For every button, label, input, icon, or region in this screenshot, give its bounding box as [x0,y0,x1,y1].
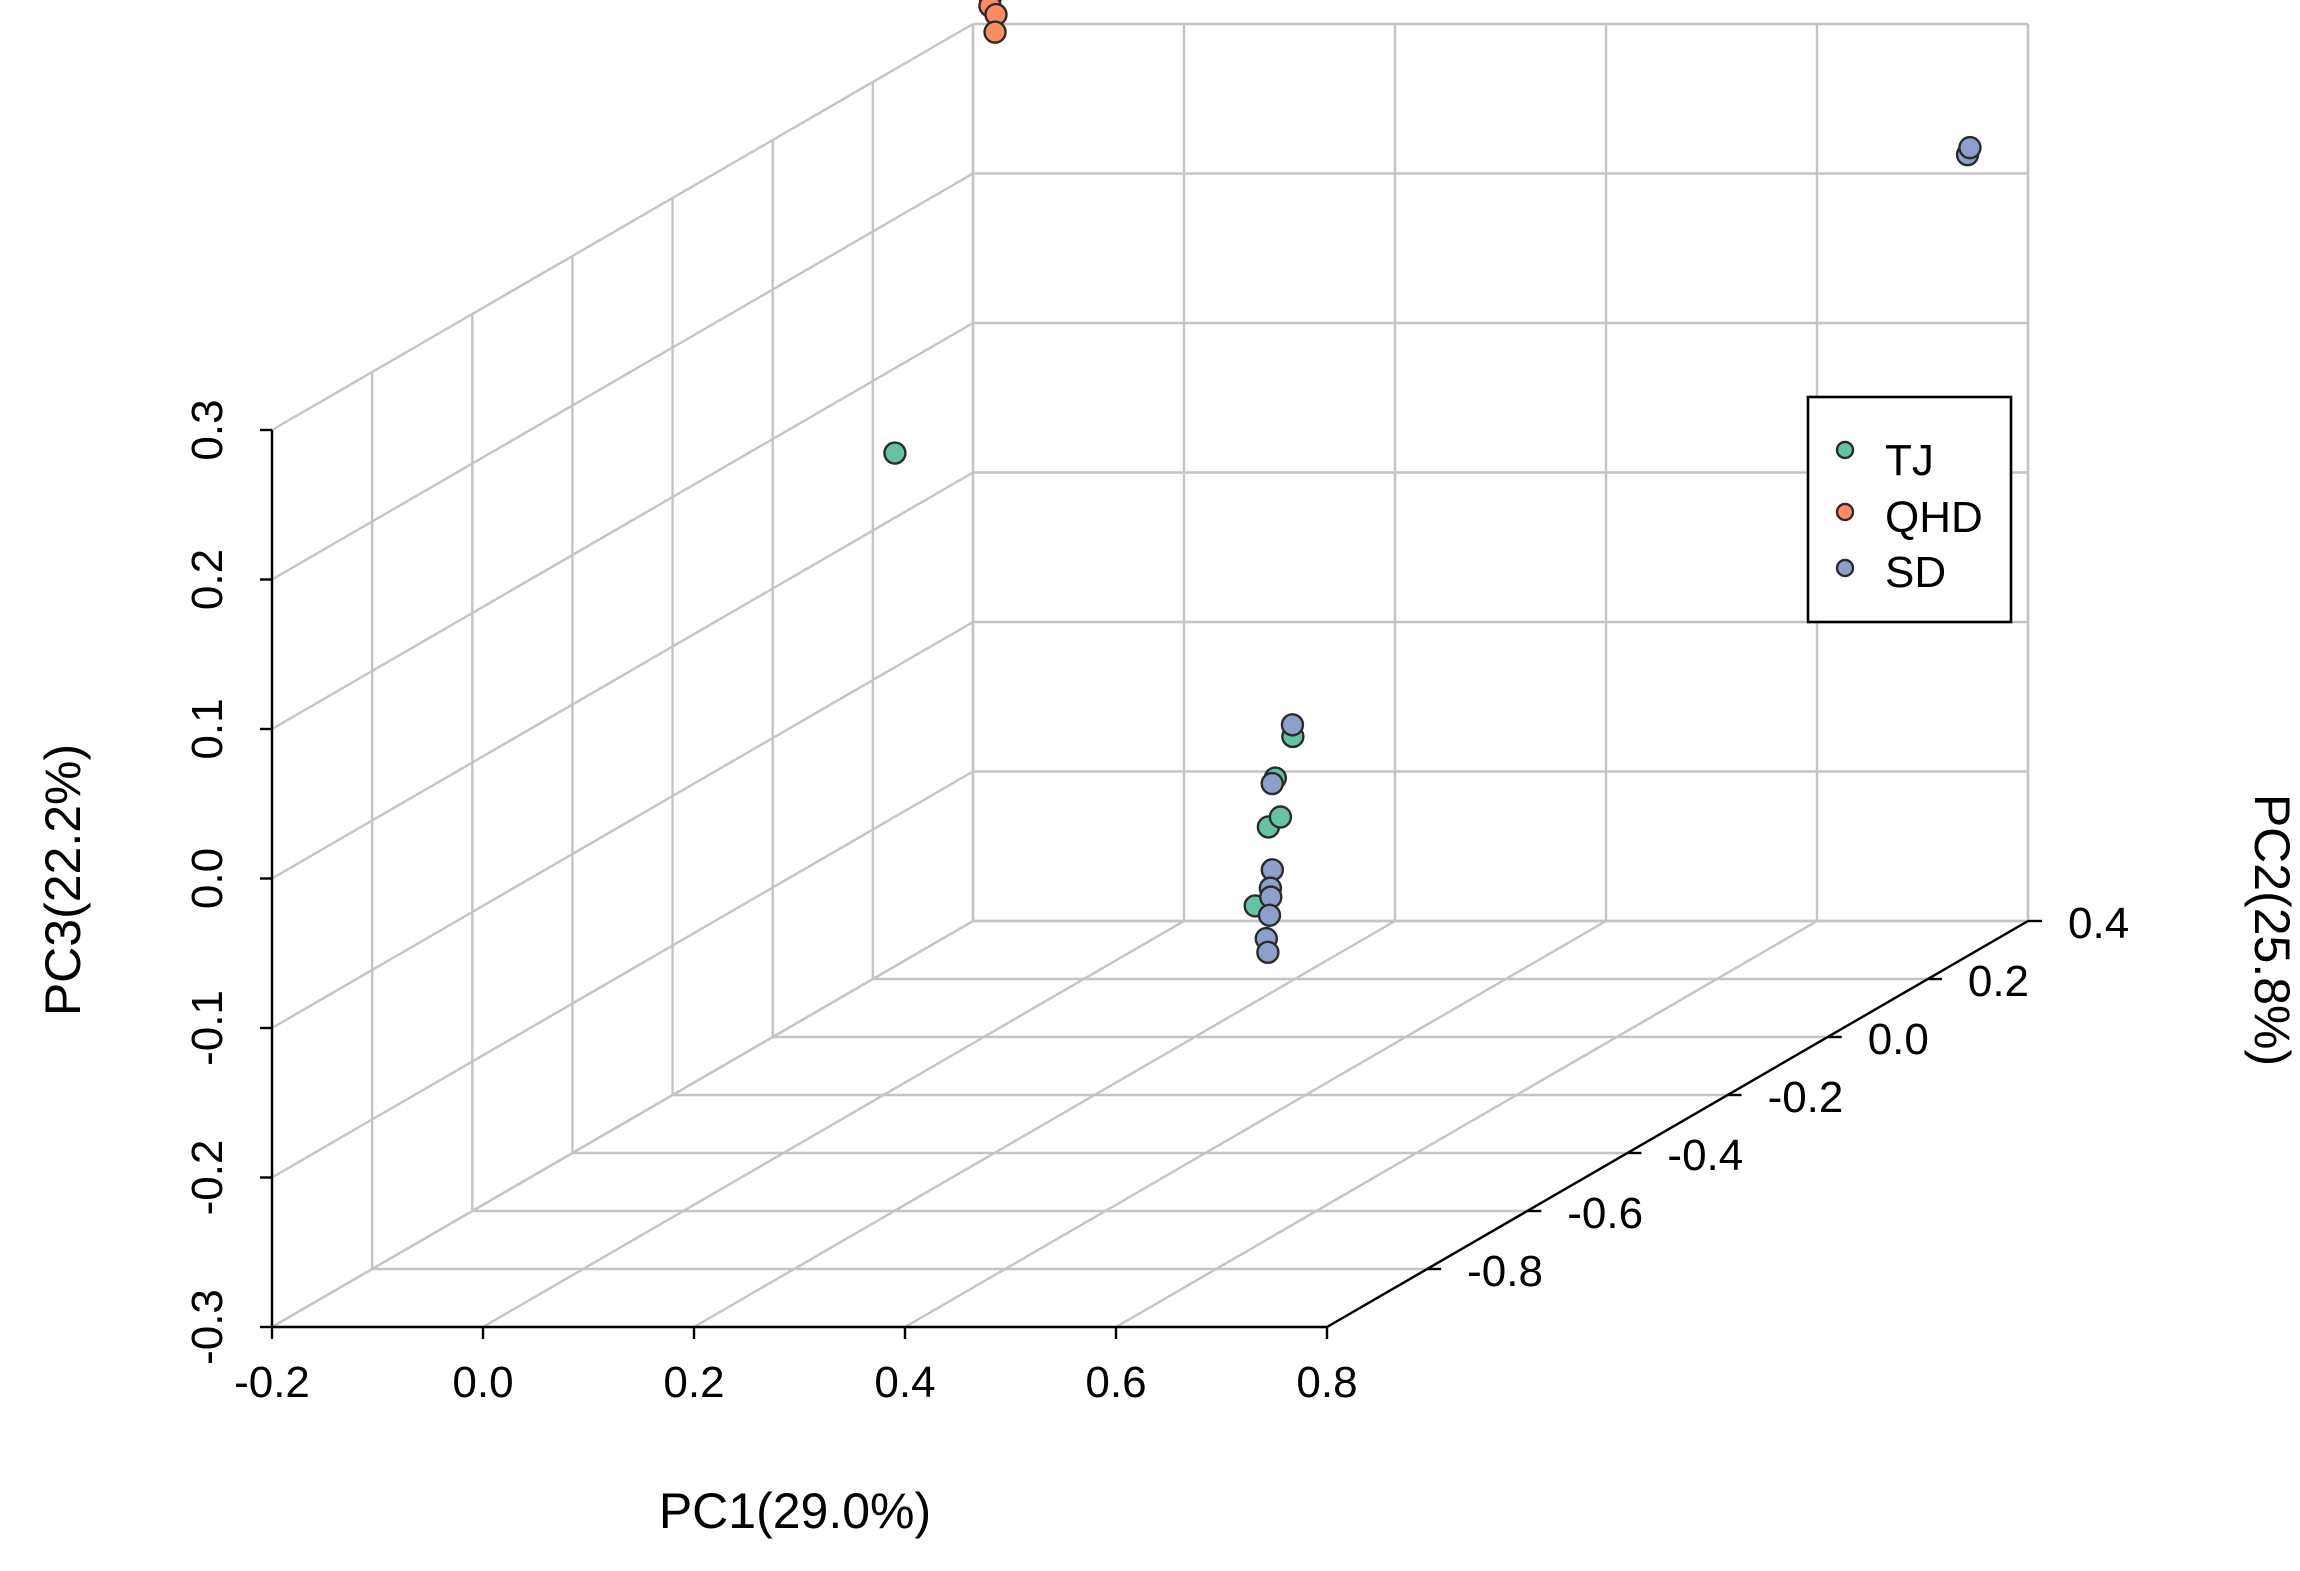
floor-gridline [693,919,1396,1329]
wall-left-horizontal-gridline [271,770,974,1179]
z-tick-label: -0.2 [183,1140,232,1216]
data-point-sd [1256,940,1280,965]
legend-label-sd: SD [1885,548,1946,597]
legend-label-qhd: QHD [1885,493,1983,542]
y-tick-label: -0.6 [1567,1189,1643,1238]
floor-gridline [482,919,1185,1329]
data-point-sd [1280,713,1305,737]
legend-marker-tj [1835,440,1855,460]
z-tick-label: 0.3 [183,399,232,460]
z-tick-label: 0.1 [183,698,232,759]
wall-left-horizontal-gridline [271,620,974,1030]
y-tick-label: -0.8 [1467,1247,1543,1296]
x-tick-label: 0.2 [663,1358,724,1407]
tick-labels: -0.2 0.0 0.2 0.4 0.6 0.8 -0.8 -0.6 -0.4 -0.2 0.0 0.… [183,399,2129,1407]
y-tick-label: -0.2 [1768,1073,1844,1122]
legend-marker-sd [1835,558,1855,578]
wall-left-horizontal-gridline [271,22,974,432]
data-point-tj [1268,805,1293,829]
floor-gridline [1115,919,1818,1329]
data-point-sd [1257,903,1282,927]
wall-left-horizontal-gridline [271,172,974,581]
y-tick-label: 0.0 [1868,1015,1929,1064]
x-tick-label: -0.2 [234,1358,310,1407]
legend: TJ QHD SD [1806,395,2013,624]
y-axis-line [1326,919,2029,1329]
z-tick-label: 0.2 [183,549,232,610]
data-point-qhd [983,20,1007,44]
legend-marker-qhd [1835,502,1855,522]
y-tick-label: 0.4 [2068,899,2129,948]
legend-label-tj: TJ [1885,436,1934,485]
floor-gridline [904,919,1607,1329]
z-tick-label: -0.3 [183,1289,232,1365]
x-tick-label: 0.6 [1085,1358,1146,1407]
data-point-sd [1260,771,1284,796]
y-tick-label: -0.4 [1667,1131,1743,1180]
z-tick-label: 0.0 [183,848,232,909]
y-tick-label: 0.2 [1968,957,2029,1006]
wall-left-horizontal-gridline [271,471,974,880]
x-tick-label: 0.4 [874,1358,935,1407]
wall-left-horizontal-gridline [271,321,974,731]
x-axis-title: PC1(29.0%) [659,1483,931,1539]
x-tick-label: 0.0 [452,1358,513,1407]
z-axis-title: PC3(22.2%) [35,744,91,1016]
axes [260,428,2042,1339]
data-points [883,0,1982,965]
x-tick-label: 0.8 [1296,1358,1357,1407]
data-point-tj [883,441,907,465]
data-point-sd [1958,135,1982,160]
y-axis-title: PC2(25.8%) [2244,794,2300,1066]
z-tick-label: -0.1 [183,990,232,1066]
floor-gridline [271,919,974,1329]
grid-lines [270,22,2030,1329]
